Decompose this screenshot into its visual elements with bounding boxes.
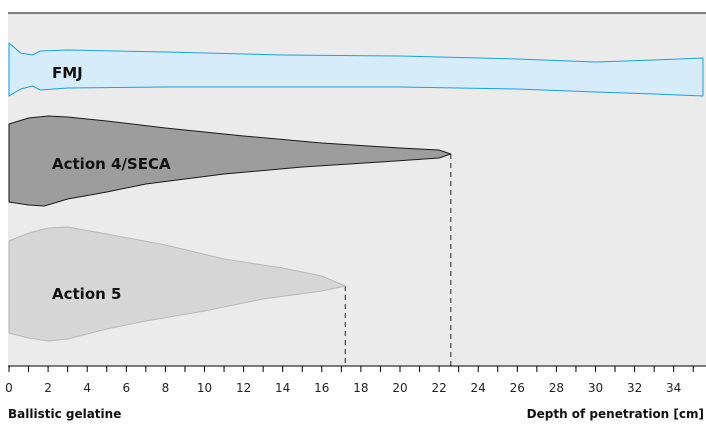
x-tick-label: 32 [627, 381, 642, 395]
x-axis-ticks [8, 366, 694, 372]
x-tick-label: 4 [83, 381, 91, 395]
x-tick-label: 30 [588, 381, 603, 395]
x-tick-label: 26 [510, 381, 525, 395]
x-tick-label: 24 [471, 381, 486, 395]
x-tick-label: 8 [162, 381, 170, 395]
x-tick-label: 6 [122, 381, 130, 395]
x-tick-label: 14 [275, 381, 290, 395]
label-action-4-seca: Action 4/SECA [52, 155, 171, 173]
x-tick-label: 12 [236, 381, 251, 395]
x-tick-label: 22 [431, 381, 446, 395]
x-tick-label: 10 [197, 381, 212, 395]
shape-fmj [8, 42, 704, 97]
x-axis-tick-labels: 0 2 4 6 8 10 12 14 16 18 20 22 24 26 28 30 32 34 [5, 381, 681, 395]
medium-label: Ballistic gelatine [8, 407, 121, 421]
depth-marker-lines [344, 154, 452, 366]
x-tick-label: 2 [44, 381, 52, 395]
label-fmj: FMJ [52, 64, 83, 82]
x-tick-label: 18 [353, 381, 368, 395]
shape-action-5 [8, 226, 346, 342]
x-tick-label: 34 [666, 381, 681, 395]
x-tick-label: 28 [549, 381, 564, 395]
x-tick-label: 0 [5, 381, 13, 395]
penetration-shapes [8, 42, 704, 342]
label-action-5: Action 5 [52, 285, 121, 303]
shape-action-4-seca [8, 115, 452, 207]
x-axis-title: Depth of penetration [cm] [527, 407, 704, 421]
x-tick-label: 16 [314, 381, 329, 395]
x-tick-label: 20 [392, 381, 407, 395]
